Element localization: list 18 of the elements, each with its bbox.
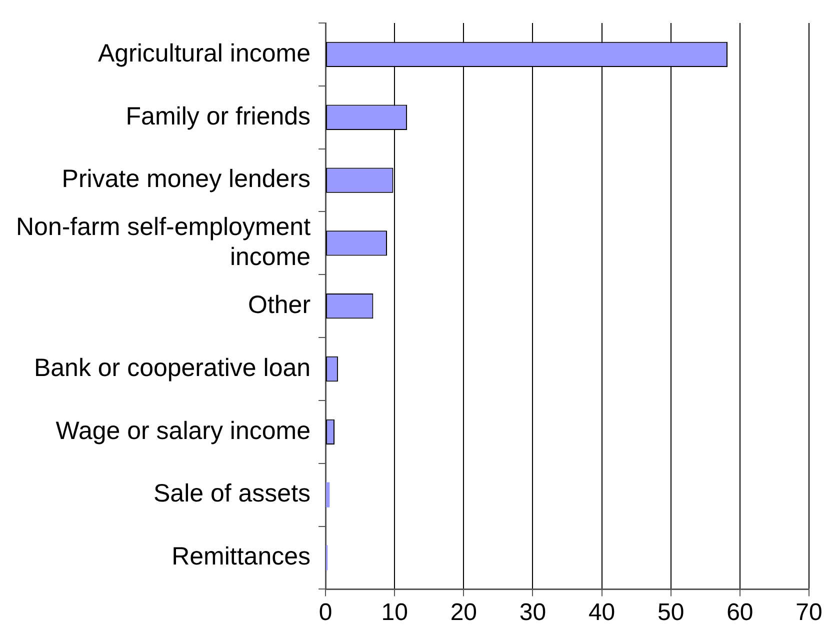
y-tick-label: Family or friends <box>126 102 311 130</box>
y-tick-label: Remittances <box>172 542 311 571</box>
x-tick-label: 70 <box>796 599 822 626</box>
x-tick-label: 0 <box>318 599 332 626</box>
x-tick-label: 50 <box>658 599 684 626</box>
y-tick-label: Other <box>248 290 311 319</box>
x-tick-label: 60 <box>726 599 754 626</box>
bar <box>326 482 330 508</box>
y-tick-label: Non-farm self-employment income <box>16 213 311 272</box>
x-tick-label: 30 <box>519 599 546 626</box>
x-tick-label: 40 <box>588 599 616 626</box>
y-tick-label: Private money lenders <box>62 165 311 194</box>
x-tick-label: 10 <box>381 599 408 626</box>
x-tick-label: 20 <box>450 599 478 626</box>
y-tick-label: Agricultural income <box>98 39 311 68</box>
y-tick-label: Wage or salary income <box>56 416 311 445</box>
y-tick-label: Sale of assets <box>154 480 311 508</box>
y-tick-label: Bank or cooperative loan <box>34 354 311 382</box>
